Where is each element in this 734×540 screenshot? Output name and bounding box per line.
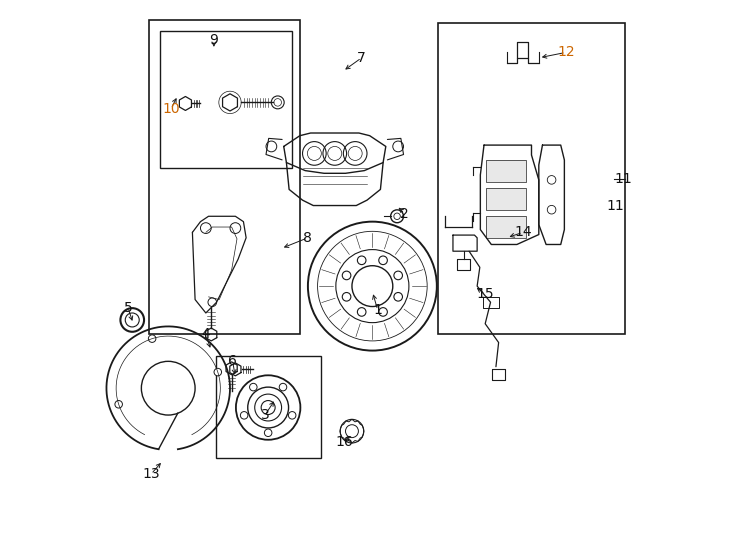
Circle shape: [357, 308, 366, 316]
Bar: [216, 356, 321, 458]
Circle shape: [115, 401, 123, 408]
Circle shape: [250, 383, 257, 391]
Text: 1: 1: [374, 303, 382, 318]
Circle shape: [379, 256, 388, 265]
Circle shape: [240, 411, 248, 419]
Text: 13: 13: [142, 467, 160, 481]
Text: 8: 8: [303, 231, 313, 245]
Circle shape: [288, 411, 296, 419]
Text: 3: 3: [261, 408, 269, 422]
Text: 7: 7: [357, 51, 366, 65]
Circle shape: [342, 293, 351, 301]
Circle shape: [148, 335, 156, 342]
Bar: [486, 215, 526, 238]
Polygon shape: [486, 215, 526, 238]
Text: 11: 11: [606, 199, 624, 213]
Text: 12: 12: [557, 45, 575, 59]
Bar: [486, 188, 526, 210]
Text: 2: 2: [400, 207, 409, 221]
Bar: [160, 31, 292, 168]
Text: 10: 10: [162, 102, 180, 116]
Circle shape: [214, 368, 222, 376]
Polygon shape: [486, 160, 526, 182]
Circle shape: [279, 383, 287, 391]
Circle shape: [342, 271, 351, 280]
Text: 11: 11: [614, 172, 632, 186]
Text: 14: 14: [514, 225, 531, 239]
Circle shape: [394, 293, 402, 301]
Polygon shape: [486, 188, 526, 210]
Circle shape: [394, 271, 402, 280]
Bar: [150, 20, 300, 334]
Text: 6: 6: [228, 354, 237, 368]
Text: 5: 5: [123, 301, 132, 315]
Text: 15: 15: [476, 287, 494, 301]
Bar: [438, 23, 625, 334]
Circle shape: [264, 429, 272, 436]
Text: 4: 4: [201, 327, 210, 341]
Text: 9: 9: [209, 33, 218, 47]
Text: 16: 16: [335, 435, 353, 449]
Circle shape: [357, 256, 366, 265]
Bar: [486, 160, 526, 182]
Circle shape: [379, 308, 388, 316]
